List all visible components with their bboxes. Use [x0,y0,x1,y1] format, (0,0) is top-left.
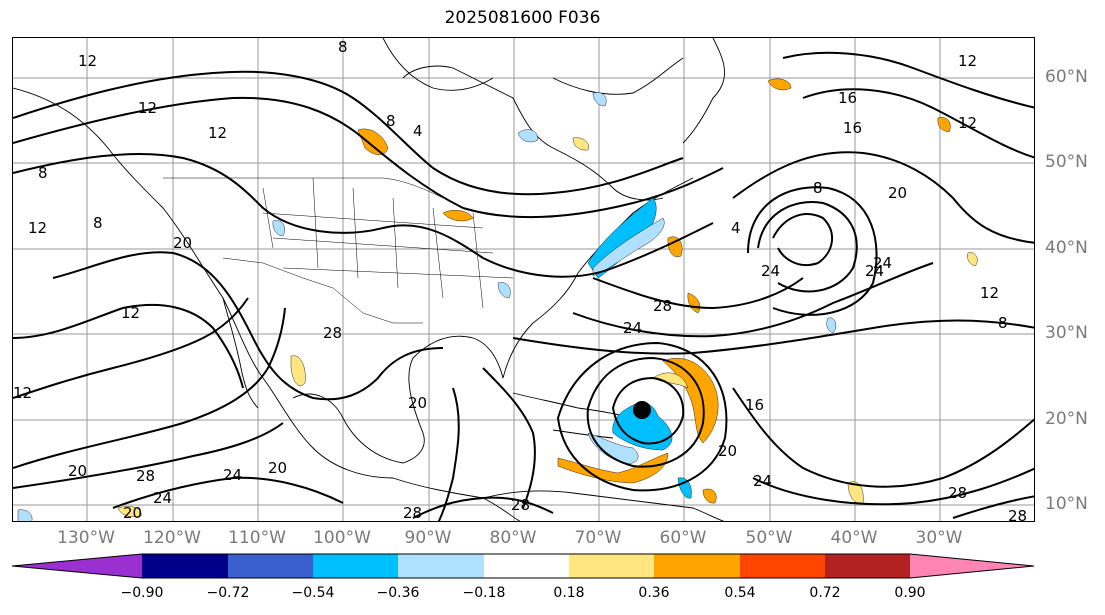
contour-label: 8 [386,112,396,130]
storm-center-marker [633,401,651,419]
contour-label: 28 [948,484,967,502]
colorbar-tick-label: 0.90 [894,585,926,601]
contour-label: 12 [958,52,977,70]
contour-label: 8 [93,214,103,232]
contour-label: 20 [173,234,192,252]
contour-label: 8 [813,179,823,197]
contour-label: 28 [653,297,672,315]
map-title: 2025081600 F036 [444,8,601,28]
lat-label: 60°N [1045,67,1088,87]
contour-label: 20 [123,504,142,522]
contour-label: 8 [998,314,1008,332]
contour-label: 24 [223,466,242,484]
contour-label: 12 [78,52,97,70]
colorbar-bin [313,554,398,578]
contour-label: 28 [323,324,342,342]
colorbar-bin [484,554,569,578]
lon-label: 90°W [404,528,452,548]
contour-label: 20 [718,442,737,460]
lat-label: 20°N [1045,409,1088,429]
colorbar-tick-label: −0.54 [291,585,335,601]
lon-label: 70°W [574,528,622,548]
contour-label: 12 [13,384,32,402]
colorbar-bin [825,554,910,578]
colorbar-extend-max [910,554,1034,578]
contour-label: 20 [268,459,287,477]
colorbar-bin [398,554,484,578]
lon-label: 100°W [313,528,371,548]
contour-label: 24 [761,262,780,280]
lon-label: 110°W [228,528,286,548]
shading-positive [117,78,978,517]
shading-negative [17,92,837,521]
colorbar-bin [142,554,228,578]
contour-label: 24 [623,319,642,337]
contour-label: 12 [958,114,977,132]
map-panel[interactable]: 12 8 12 12 8 12 8 4 8 12 16 12 20 16 8 4… [12,37,1035,522]
coastlines [13,38,725,521]
political-borders [163,177,514,324]
contour-label: 28 [511,496,530,514]
contour-label: 4 [413,122,423,140]
contour-label: 12 [138,99,157,117]
contour-label: 16 [745,396,764,414]
contour-label: 12 [121,304,140,322]
colorbar-bin [740,554,825,578]
lat-label: 50°N [1045,152,1088,172]
lon-label: 40°W [830,528,878,548]
contour-label: 4 [731,219,741,237]
colorbar-tick-label: −0.72 [206,585,250,601]
map-canvas: 12 8 12 12 8 12 8 4 8 12 16 12 20 16 8 4… [13,38,1034,522]
lon-label: 120°W [143,528,201,548]
lon-label: 30°W [915,528,963,548]
contour-label: 24 [753,472,772,490]
lat-label: 30°N [1045,323,1088,343]
contour-label: 28 [1008,507,1027,522]
contour-label: 24 [153,489,172,507]
contour-lines [13,51,1034,521]
contour-label: 20 [408,394,427,412]
contour-label: 12 [28,219,47,237]
colorbar-tick-label: 0.54 [724,585,756,601]
contour-label: 20 [888,184,907,202]
contour-label: 12 [208,124,227,142]
contour-label: 8 [38,164,48,182]
colorbar-tick-label: −0.90 [120,585,164,601]
colorbar-bin [569,554,654,578]
colorbar-tick-label: 0.18 [553,585,585,601]
contour-label: 8 [338,38,348,56]
contour-label: 16 [838,89,857,107]
lat-label: 10°N [1045,494,1088,514]
colorbar-tick-label: −0.36 [376,585,420,601]
colorbar-tick-label: 0.72 [809,585,841,601]
colorbar-outline [12,553,1035,579]
graticule [13,38,1034,521]
contour-label: 28 [136,467,155,485]
contour-label: 24 [873,254,892,272]
lon-label: 60°W [659,528,707,548]
contour-label: 16 [843,119,862,137]
colorbar-bin [228,554,313,578]
lat-label: 40°N [1045,238,1088,258]
lon-label: 80°W [489,528,537,548]
colorbar-tick-label: −0.18 [462,585,506,601]
contour-label: 28 [403,504,422,522]
contour-labels: 12 8 12 12 8 12 8 4 8 12 16 12 20 16 8 4… [13,38,1027,522]
colorbar-bin [654,554,740,578]
contour-label: 24 [865,262,884,280]
colorbar-extend-min [12,554,142,578]
colorbar-tick-label: 0.36 [638,585,670,601]
contour-label: 20 [68,462,87,480]
lon-label: 50°W [745,528,793,548]
colorbar [12,553,1035,579]
lon-label: 130°W [57,528,115,548]
contour-label: 12 [980,284,999,302]
